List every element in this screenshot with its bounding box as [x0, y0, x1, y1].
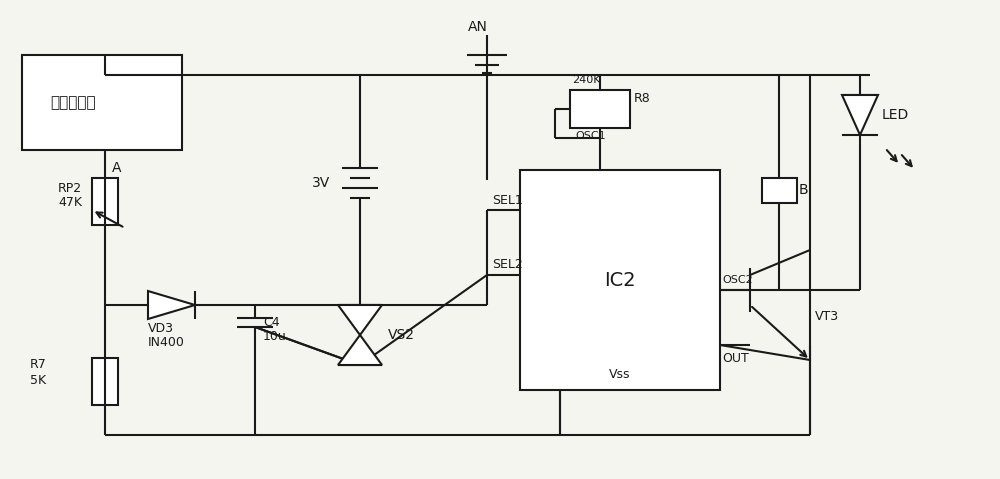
Polygon shape: [148, 291, 195, 319]
Bar: [762, 178, 797, 203]
Bar: [520, 170, 720, 390]
Text: 电风扇外壳: 电风扇外壳: [50, 95, 96, 111]
Text: IC2: IC2: [604, 271, 636, 289]
Text: Vss: Vss: [609, 368, 631, 381]
Bar: [92, 358, 118, 405]
Text: OSC1: OSC1: [575, 131, 606, 141]
Text: R7: R7: [30, 358, 47, 372]
Text: OSC2: OSC2: [722, 275, 753, 285]
Text: AN: AN: [468, 20, 488, 34]
Text: VS2: VS2: [388, 328, 415, 342]
Text: IN400: IN400: [148, 335, 185, 349]
Polygon shape: [842, 95, 878, 135]
Text: B: B: [799, 183, 809, 197]
Text: 3V: 3V: [312, 176, 330, 190]
Bar: [22, 55, 182, 150]
Polygon shape: [338, 305, 382, 335]
Bar: [570, 90, 630, 128]
Text: VT3: VT3: [815, 310, 839, 323]
Text: 5K: 5K: [30, 374, 46, 387]
Bar: [92, 178, 118, 225]
Text: SEL1: SEL1: [492, 194, 523, 206]
Text: RP2: RP2: [58, 182, 82, 194]
Text: LED: LED: [882, 108, 909, 122]
Text: C4: C4: [263, 316, 280, 329]
Text: VD3: VD3: [148, 321, 174, 334]
Polygon shape: [338, 335, 382, 365]
Text: 240K: 240K: [572, 75, 600, 85]
Text: OUT: OUT: [722, 352, 749, 365]
Text: A: A: [112, 161, 122, 175]
Text: R8: R8: [634, 91, 651, 104]
Text: SEL2: SEL2: [492, 259, 523, 272]
Text: 47K: 47K: [58, 195, 82, 208]
Text: 10u: 10u: [263, 330, 287, 342]
